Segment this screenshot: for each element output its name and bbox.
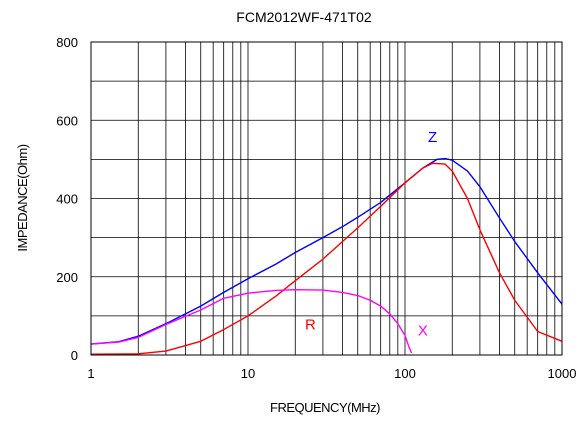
- series-line-z: [90, 157, 563, 345]
- y-tick-label: 0: [71, 348, 78, 363]
- series-line-x: [90, 288, 413, 354]
- y-axis-title: IMPEDANCE(Ohm): [15, 144, 30, 251]
- chart-grid: [90, 41, 562, 356]
- plot-frame: [90, 41, 563, 356]
- series-line-r: [90, 162, 563, 355]
- series-label-r: R: [305, 317, 316, 334]
- chart-title: FCM2012WF-471T02: [236, 9, 372, 25]
- x-tick-label: 1000: [548, 366, 577, 381]
- x-tick-label: 1: [87, 366, 94, 381]
- series-labels: Z R X: [305, 129, 437, 340]
- y-tick-label: 800: [56, 35, 78, 50]
- x-axis-title: FREQUENCY(MHz): [270, 400, 380, 415]
- y-tick-label: 200: [56, 270, 78, 285]
- tick-labels: 1 10 100 1000 0 200 400 600 800: [56, 35, 576, 381]
- y-tick-label: 600: [56, 113, 78, 128]
- x-tick-label: 10: [241, 366, 255, 381]
- series-group: [90, 157, 563, 355]
- series-label-z: Z: [428, 129, 437, 146]
- series-label-x: X: [418, 322, 428, 339]
- x-tick-label: 100: [394, 366, 416, 381]
- y-tick-label: 400: [56, 192, 78, 207]
